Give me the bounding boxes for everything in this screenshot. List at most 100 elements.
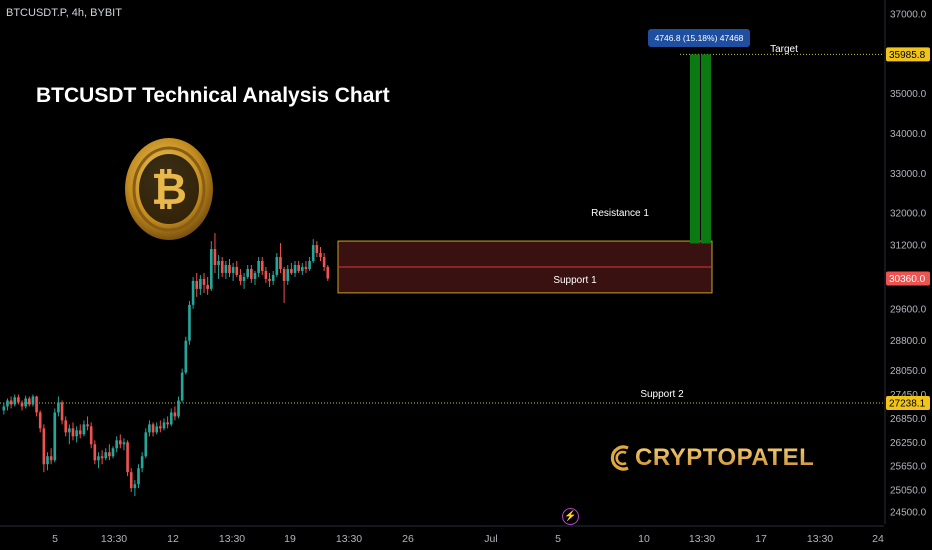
x-tick-label: 5 [52,533,58,545]
x-tick-label: 17 [755,533,767,545]
y-tick-label: 26250.0 [890,438,927,449]
y-tick-label: 32000.0 [890,209,927,220]
candle-body [115,440,118,449]
candle-body [38,412,42,429]
candle-body [162,422,166,429]
candle-body [57,402,60,413]
price-label-box [886,47,930,62]
candle-body [279,257,282,269]
price-label: 35985.8 [889,50,926,61]
candle-body [155,426,159,433]
y-tick-label: 25650.0 [890,462,927,473]
brand-watermark: CRYPTOPATEL [610,443,814,473]
candle-body [75,430,78,437]
candle-body [297,264,300,271]
y-tick-label: 28800.0 [890,336,927,347]
candle-body [2,406,6,411]
candle-body [82,424,86,435]
candle-body [308,261,311,269]
x-tick-label: Jul [484,533,497,545]
x-tick-label: 19 [284,533,296,545]
candle-body [293,264,297,273]
candle-body [126,442,129,473]
candle-body [180,372,184,401]
support-1-label: Support 1 [553,275,597,286]
candle-body [27,398,31,405]
y-tick-label: 26850.0 [890,414,927,425]
candle-body [184,340,188,373]
candle-body [100,456,104,459]
candle-body [17,397,20,403]
candle-body [89,426,93,445]
candle-body [64,420,68,433]
candle-body [246,268,250,277]
target-projection-bar [690,54,700,244]
candle-body [177,400,180,417]
y-tick-label: 33000.0 [890,169,927,180]
symbol-header[interactable]: BTCUSDT.P, 4h, BYBIT [6,7,122,19]
candle-body [78,430,82,435]
candle-body [319,253,322,258]
candle-body [169,412,173,425]
candle-body [104,452,108,459]
candle-body [322,257,326,267]
svg-text:₿: ₿ [151,165,187,214]
x-tick-label: 13:30 [689,533,715,545]
candle-body [53,412,57,461]
candle-body [260,261,264,271]
candle-body [173,412,177,417]
brand-name: CRYPTOPATEL [635,444,815,471]
candle-body [188,304,191,341]
x-tick-label: 26 [402,533,414,545]
candle-body [97,456,100,461]
candle-body [199,278,202,289]
candle-body [140,456,144,469]
candle-body [13,397,17,405]
candle-body [24,398,27,407]
resistance-1-label: Resistance 1 [591,208,649,219]
candle-body [108,452,111,457]
candle-body [151,424,155,433]
candle-body [68,428,71,433]
candle-body [159,426,162,429]
candle-body [264,270,268,279]
candle-body [46,456,49,465]
candle-body [239,274,242,281]
y-tick-label: 24500.0 [890,508,927,519]
candle-body [93,444,97,461]
candle-body [166,422,169,425]
candle-body [257,261,260,273]
candle-body [286,268,290,281]
candle-body [60,402,64,421]
price-label: 27238.1 [889,398,926,409]
candle-body [217,261,220,265]
y-tick-label: 31200.0 [890,241,927,252]
candle-body [304,266,308,269]
candle-body [122,442,126,445]
candle-body [148,424,151,433]
x-tick-label: 13:30 [807,533,833,545]
y-tick-label: 25050.0 [890,486,927,497]
candle-body [42,428,46,465]
price-label: 30360.0 [889,274,926,285]
y-tick-label: 29600.0 [890,304,927,315]
candle-body [191,280,195,305]
candle-body [290,268,293,273]
y-tick-label: 27450.0 [890,390,927,401]
lightning-icon[interactable]: ⚡ [562,508,579,525]
candle-body [271,274,275,281]
x-tick-label: 13:30 [336,533,362,545]
bitcoin-logo-icon: ₿ [125,138,213,240]
candle-body [235,266,239,275]
candle-body [268,278,271,281]
candle-body [35,396,38,413]
candle-body [137,468,140,485]
y-tick-label: 28050.0 [890,366,927,377]
measure-label-box [648,29,750,47]
candle-body [253,272,257,279]
candle-body [213,249,217,265]
candle-body [111,448,115,457]
candle-body [133,484,137,489]
target-label: Target [770,44,798,55]
